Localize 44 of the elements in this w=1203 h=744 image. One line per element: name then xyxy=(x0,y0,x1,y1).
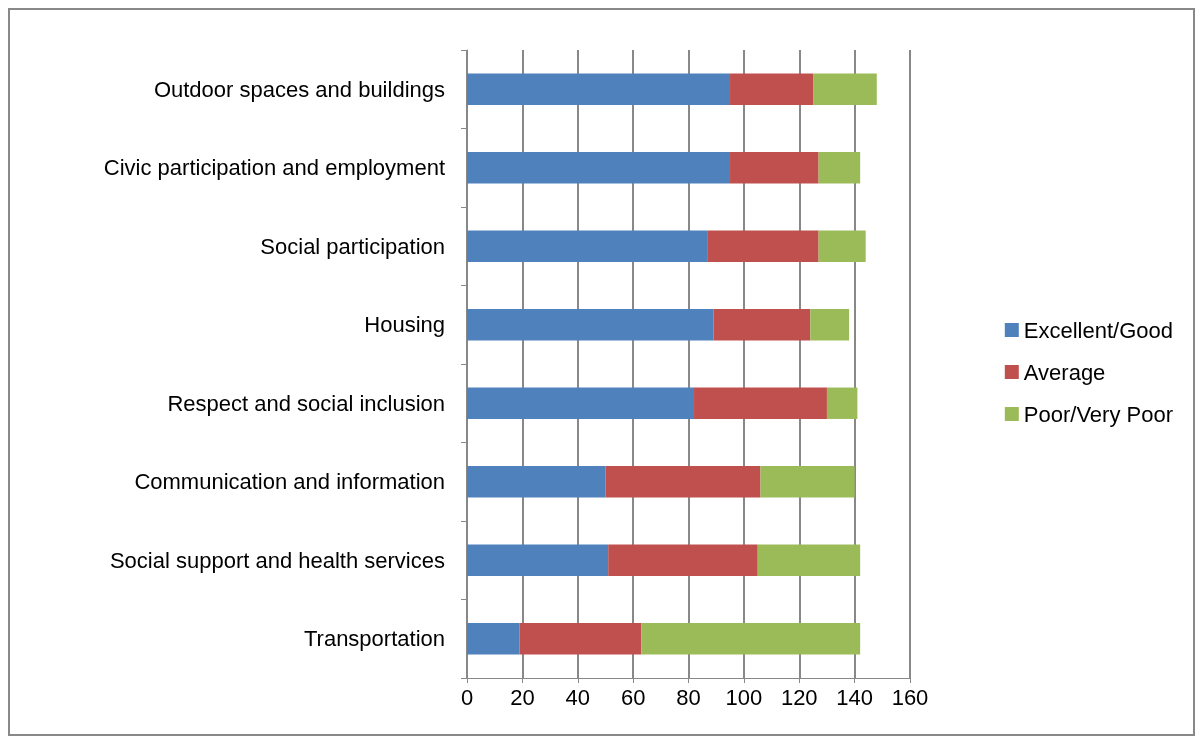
bar xyxy=(694,387,827,419)
x-tick-label: 100 xyxy=(725,684,763,710)
bar xyxy=(810,309,850,341)
x-tick-label: 80 xyxy=(676,684,701,710)
bar xyxy=(757,544,861,576)
bar xyxy=(467,309,714,341)
y-tick-label: Housing xyxy=(364,312,445,338)
x-tick-label: 0 xyxy=(460,684,474,710)
bar xyxy=(467,152,731,184)
bar xyxy=(467,466,606,498)
x-tick-label: 160 xyxy=(891,684,929,710)
bar xyxy=(813,73,877,105)
y-tick-label: Social participation xyxy=(260,233,445,259)
x-tick-label: 40 xyxy=(565,684,590,710)
bar xyxy=(818,152,861,184)
bar xyxy=(641,623,861,655)
bar xyxy=(467,73,731,105)
bar xyxy=(608,544,758,576)
legend-label: Average xyxy=(1023,359,1106,385)
bar xyxy=(730,73,814,105)
bar xyxy=(467,623,520,655)
x-tick-label: 60 xyxy=(620,684,646,710)
bar xyxy=(760,466,855,498)
legend-label: Poor/Very Poor xyxy=(1023,401,1173,427)
bar xyxy=(713,309,811,341)
bar xyxy=(467,230,708,262)
x-tick-label: 120 xyxy=(780,684,818,710)
y-tick-label: Communication and information xyxy=(134,469,445,495)
bar xyxy=(467,544,609,576)
bar xyxy=(519,623,642,655)
y-tick-label: Social support and health services xyxy=(109,547,445,573)
bar xyxy=(605,466,761,498)
y-tick-label: Outdoor spaces and buildings xyxy=(153,76,445,102)
x-tick-label: 140 xyxy=(836,684,873,710)
bar xyxy=(730,152,819,184)
x-tick-label: 20 xyxy=(510,684,535,710)
y-tick-label: Respect and social inclusion xyxy=(167,390,445,416)
bar xyxy=(818,230,866,262)
bar xyxy=(467,387,695,419)
bar xyxy=(826,387,858,419)
y-tick-label: Transportation xyxy=(303,626,445,652)
y-tick-label: Civic participation and employment xyxy=(103,155,445,181)
legend-label: Excellent/Good xyxy=(1023,317,1173,343)
bar xyxy=(707,230,819,262)
